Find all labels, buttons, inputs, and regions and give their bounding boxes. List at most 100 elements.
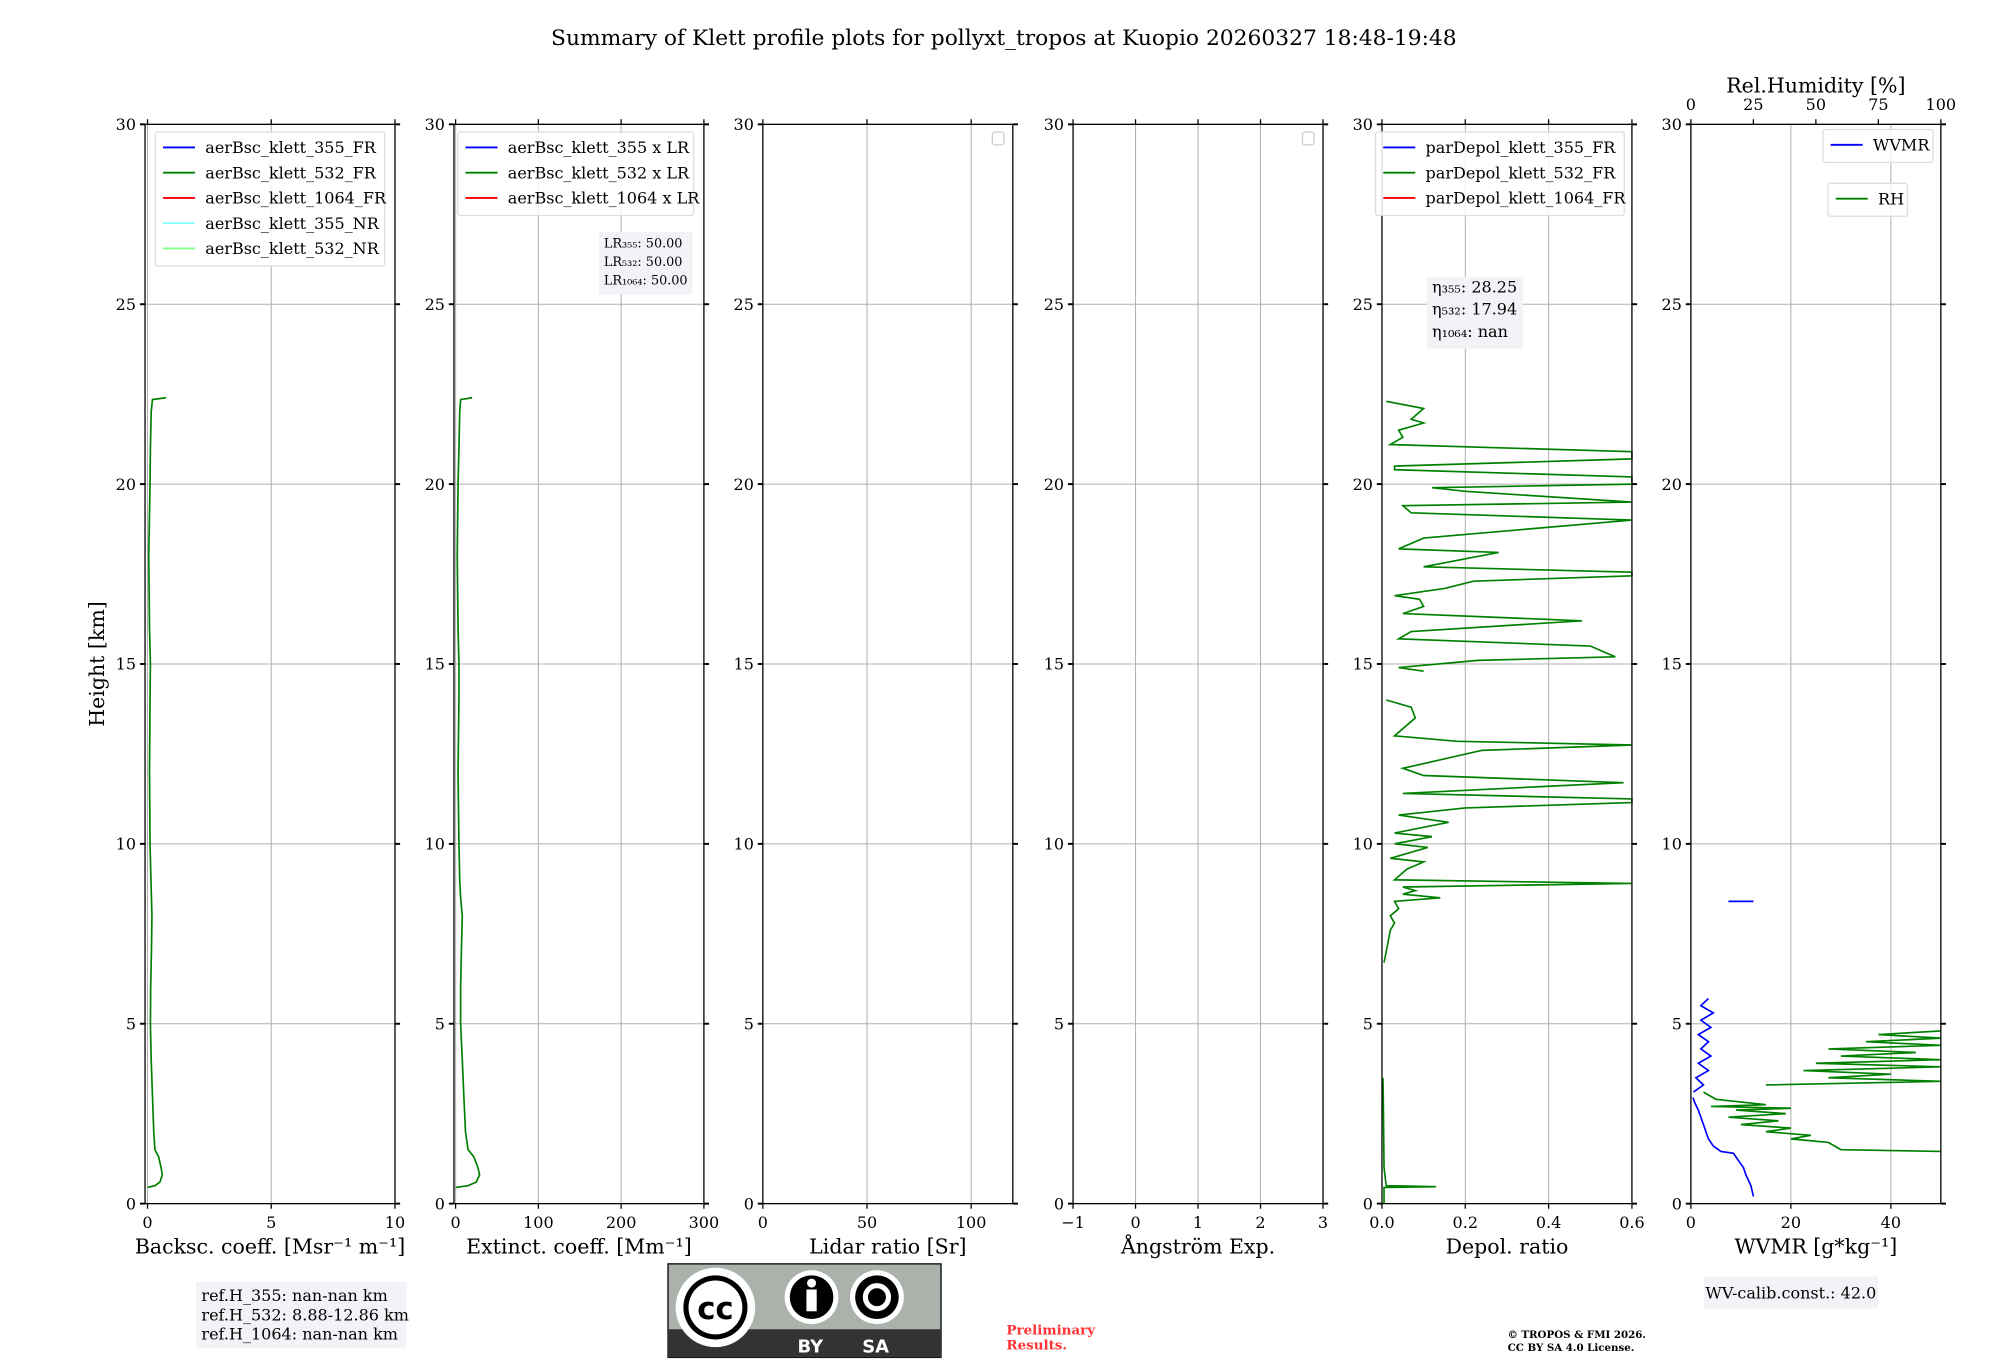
series-RH bbox=[1703, 1091, 1941, 1153]
legend-frame bbox=[1374, 131, 1625, 217]
y-axis-label: Height [km] bbox=[85, 601, 109, 727]
legend-frame bbox=[1827, 182, 1909, 217]
y-tick-label: 10 bbox=[116, 835, 136, 854]
legend-label: aerBsc_klett_1064 x LR bbox=[508, 189, 700, 208]
legend-label: aerBsc_klett_1064_FR bbox=[205, 189, 387, 208]
y-tick-label: 5 bbox=[435, 1015, 445, 1034]
legend-label: aerBsc_klett_532_FR bbox=[205, 163, 377, 182]
y-tick-label: 25 bbox=[425, 295, 445, 314]
y-tick-label: 10 bbox=[734, 835, 754, 854]
series-parDepol_klett_532_FR bbox=[1383, 699, 1633, 963]
legend: WVMR bbox=[1822, 128, 1934, 164]
y-tick-label: 0 bbox=[435, 1194, 445, 1213]
x-tick-label: 0 bbox=[1686, 1213, 1696, 1232]
y-tick-label: 0 bbox=[1054, 1194, 1064, 1213]
x-axis-label: Depol. ratio bbox=[1446, 1235, 1569, 1259]
legend-label: RH bbox=[1878, 189, 1904, 208]
x-tick-label: 40 bbox=[1881, 1213, 1901, 1232]
info-box-bg bbox=[598, 232, 693, 295]
y-tick-label: 25 bbox=[734, 295, 754, 314]
legend-label: parDepol_klett_1064_FR bbox=[1426, 189, 1627, 208]
eta-value: η₅₃₂: 17.94 bbox=[1432, 300, 1517, 319]
series-WVMR bbox=[1692, 1097, 1755, 1197]
top-x-tick-label: 0 bbox=[1686, 95, 1696, 114]
y-tick-label: 5 bbox=[1054, 1015, 1064, 1034]
y-tick-label: 20 bbox=[734, 475, 754, 494]
legend-label: parDepol_klett_355_FR bbox=[1426, 138, 1617, 157]
wv-calibration-constant: WV-calib.const.: 42.0 bbox=[1705, 1283, 1876, 1302]
x-axis-label: Backsc. coeff. [Msr⁻¹ m⁻¹] bbox=[135, 1235, 405, 1259]
x-tick-label: 10 bbox=[385, 1213, 405, 1232]
y-tick-label: 15 bbox=[116, 655, 136, 674]
figure-title: Summary of Klett profile plots for polly… bbox=[551, 26, 1457, 51]
lr-value: LR₃₅₅: 50.00 bbox=[604, 236, 683, 251]
y-tick-label: 30 bbox=[1044, 115, 1064, 134]
legend: aerBsc_klett_355_FR aerBsc_klett_532_FRae… bbox=[154, 131, 387, 267]
x-tick-label: 300 bbox=[689, 1213, 720, 1232]
y-tick-label: 15 bbox=[734, 655, 754, 674]
y-tick-label: 25 bbox=[116, 295, 136, 314]
y-tick-label: 5 bbox=[126, 1015, 136, 1034]
wv-calibration-box: WV-calib.const.: 42.0 bbox=[1703, 1276, 1879, 1309]
y-tick-label: 0 bbox=[1672, 1194, 1682, 1213]
y-tick-label: 0 bbox=[126, 1194, 136, 1213]
y-tick-label: 25 bbox=[1353, 295, 1373, 314]
y-tick-label: 15 bbox=[425, 655, 445, 674]
preliminary-label-2: Results. bbox=[1006, 1338, 1067, 1354]
copyright-line-2: CC BY SA 4.0 License. bbox=[1508, 1342, 1635, 1354]
cc-sa-label: SA bbox=[862, 1336, 889, 1357]
refh-355: ref.H_355: nan-nan km bbox=[201, 1286, 387, 1305]
legend-label: aerBsc_klett_532 x LR bbox=[508, 163, 690, 182]
y-tick-label: 10 bbox=[1353, 835, 1373, 854]
x-tick-label: 100 bbox=[523, 1213, 554, 1232]
x-axis-label: WVMR [g*kg⁻¹] bbox=[1734, 1235, 1897, 1259]
y-tick-label: 20 bbox=[425, 475, 445, 494]
reference-height-box: ref.H_355: nan-nan km ref.H_532: 8.88-12… bbox=[196, 1281, 409, 1349]
legend-rh: RH bbox=[1827, 182, 1909, 217]
y-tick-label: 10 bbox=[425, 835, 445, 854]
y-tick-label: 30 bbox=[116, 115, 136, 134]
lr-value: LR₅₃₂: 50.00 bbox=[604, 255, 683, 270]
legend-label: aerBsc_klett_532_NR bbox=[205, 239, 379, 258]
y-tick-label: 5 bbox=[1672, 1015, 1682, 1034]
legend-label: aerBsc_klett_355_FR bbox=[205, 138, 377, 157]
x-tick-label: 1 bbox=[1193, 1213, 1203, 1232]
cc-by-label: BY bbox=[797, 1336, 824, 1357]
eta-info-box: η₃₅₅: 28.25 η₅₃₂: 17.94 η₁₀₆₄: nan bbox=[1426, 276, 1523, 349]
cc-by-sa-logo: cc BY SA bbox=[667, 1263, 942, 1359]
top-x-tick-label: 100 bbox=[1926, 95, 1957, 114]
panel-dep: 0 5 10 15 20 25 30 0.0 0.2 0.4 0.6 Depol. ratio parD… bbox=[1353, 115, 1645, 1259]
y-tick-label: 10 bbox=[1662, 835, 1682, 854]
refh-532: ref.H_532: 8.88-12.86 km bbox=[201, 1305, 409, 1324]
empty-legend bbox=[1301, 131, 1315, 146]
panel-lr: 0 5 10 15 20 25 30 0 50 100 Lidar ratio [Sr] bbox=[734, 115, 1018, 1259]
top-x-tick-label: 50 bbox=[1806, 95, 1826, 114]
series-parDepol_klett_532_FR bbox=[1382, 1077, 1437, 1204]
y-tick-label: 15 bbox=[1662, 655, 1682, 674]
legend: parDepol_klett_355_FR parDepol_klett_532_… bbox=[1374, 131, 1627, 217]
y-tick-label: 30 bbox=[1662, 115, 1682, 134]
top-x-tick-label: 25 bbox=[1743, 95, 1763, 114]
x-tick-label: 0.0 bbox=[1369, 1213, 1394, 1232]
x-axis-label: Lidar ratio [Sr] bbox=[809, 1235, 966, 1259]
y-tick-label: 15 bbox=[1044, 655, 1064, 674]
legend-label: aerBsc_klett_355_NR bbox=[205, 214, 379, 233]
y-tick-label: 20 bbox=[1044, 475, 1064, 494]
panel-bsc: 0 5 10 15 20 25 30 0 5 10 Backsc. coeff. [Msr⁻¹ m⁻… bbox=[116, 115, 406, 1259]
x-tick-label: 2 bbox=[1255, 1213, 1265, 1232]
x-tick-label: −1 bbox=[1061, 1213, 1085, 1232]
x-axis-label: Ångström Exp. bbox=[1120, 1234, 1275, 1259]
y-tick-label: 20 bbox=[1353, 475, 1373, 494]
preliminary-label-1: Preliminary bbox=[1006, 1322, 1096, 1338]
x-tick-label: 0 bbox=[758, 1213, 768, 1232]
legend-frame bbox=[1822, 128, 1934, 164]
lr-info-box: LR₃₅₅: 50.00 LR₅₃₂: 50.00 LR₁₀₆₄: 50.00 bbox=[598, 232, 693, 295]
x-axis-label: Extinct. coeff. [Mm⁻¹] bbox=[466, 1235, 692, 1259]
x-tick-label: 20 bbox=[1781, 1213, 1801, 1232]
series-aerBsc_klett_532 x LR bbox=[455, 396, 481, 1189]
x-tick-label: 0.6 bbox=[1619, 1213, 1644, 1232]
legend-label: aerBsc_klett_355 x LR bbox=[508, 138, 690, 157]
